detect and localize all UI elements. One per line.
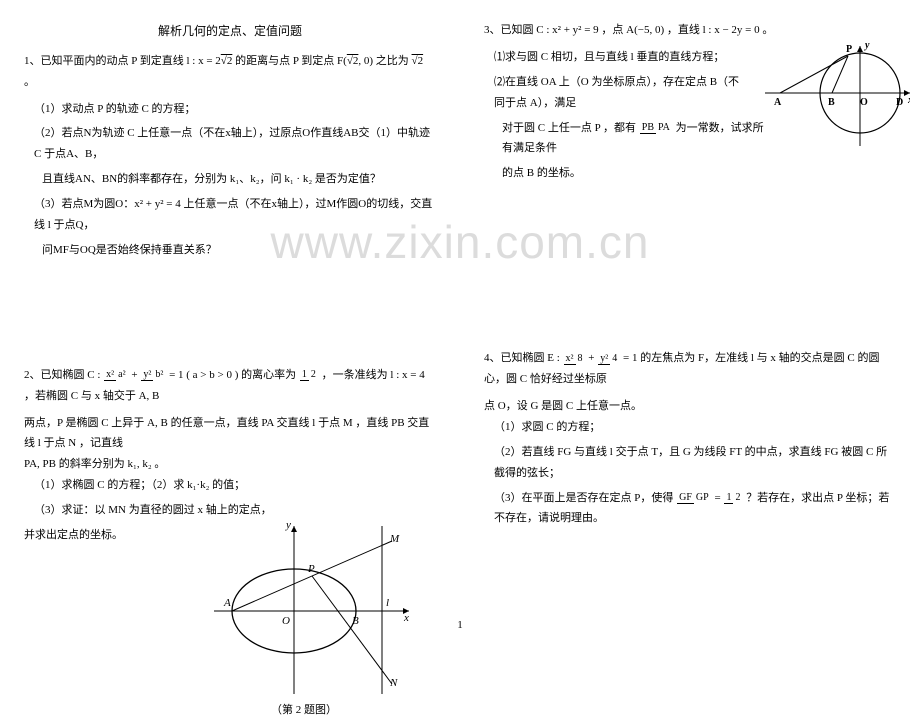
- q2-lbl-n: N: [389, 677, 398, 689]
- q3-lbl-d: D: [896, 97, 903, 108]
- q3-frac-n: PB: [640, 122, 656, 134]
- q1-text-a: 1、已知平面内的动点 P 到定直线 l : x = 2: [24, 55, 221, 67]
- q1-opener: 1、已知平面内的动点 P 到定直线 l : x = 2√2 的距离与点 P 到定…: [24, 51, 436, 93]
- q2-p1: （1）求椭圆 C 的方程；（2）求 k₁·k₂ 的值；: [24, 475, 436, 496]
- q3-lbl-b: B: [828, 97, 835, 108]
- q4-opener: 4、已知椭圆 E : x²8 + y²4 = 1 的左焦点为 F，左准线 l 与…: [484, 348, 896, 390]
- q2-frac2: y²b²: [141, 370, 165, 380]
- q2-plus1: +: [131, 369, 140, 381]
- right-column: y x O A B P D 3、已知圆 C : x² + y² = 9 ，点 A…: [460, 0, 920, 637]
- q3-p2b: 对于圆 C 上任一点 P ，都有 PBPA 为一常数，试求所有满足条件: [484, 118, 764, 160]
- q1-p1: （1）求动点 P 的轨迹 C 的方程；: [24, 99, 436, 120]
- q2-line3: PA, PB 的斜率分别为 k₁, k₂ 。: [24, 454, 436, 475]
- q3-lbl-o: O: [860, 97, 868, 108]
- q2-frac3-d: 2: [309, 369, 318, 380]
- q3-frac-d: PA: [656, 122, 672, 133]
- q2-svg: y x O A B P M N l: [194, 506, 414, 706]
- q2-lbl-a: A: [223, 597, 231, 609]
- q2-lbl-x: x: [403, 612, 409, 624]
- q1-text-d: 。: [24, 76, 35, 88]
- q3-p1: ⑴求与圆 C 相切，且与直线 l 垂直的直线方程；: [484, 47, 744, 68]
- q2-lbl-p: P: [307, 563, 315, 575]
- q2-eq1: = 1 ( a > b > 0 ) 的离心率为: [169, 369, 299, 381]
- q4-frac3-n: GF: [677, 492, 694, 504]
- q3-figure: y x O A B P D: [760, 38, 910, 158]
- q3-p2b-a: 对于圆 C 上任一点 P ，都有: [502, 122, 639, 134]
- q4-eq: =: [714, 492, 723, 504]
- q2-frac1: x²a²: [104, 370, 127, 380]
- q2-frac3-n: 1: [300, 369, 309, 381]
- q4-p3a: （3）在平面上是否存在定点 P，使得: [494, 492, 676, 504]
- q1-p2b: 且直线AN、BN的斜率都存在，分别为 k₁、k₂，问 k₁ · k₂ 是否为定值…: [24, 169, 436, 190]
- q4-frac3-d: GP: [694, 492, 711, 503]
- q4-frac4-d: 2: [733, 492, 742, 503]
- q2-lbl-y: y: [285, 519, 291, 531]
- q4-frac1-d: 8: [576, 353, 585, 364]
- q4-frac2-n: y²: [598, 353, 610, 365]
- q2-lbl-o: O: [282, 615, 290, 627]
- q3-lbl-a: A: [774, 97, 782, 108]
- left-column: 解析几何的定点、定值问题 1、已知平面内的动点 P 到定直线 l : x = 2…: [0, 0, 460, 637]
- q2-frac3: 12: [300, 370, 318, 380]
- q3-p2c: 的点 B 的坐标。: [484, 163, 896, 184]
- q4-plus: +: [588, 352, 597, 364]
- q1-sqrt-c: √2: [412, 55, 424, 67]
- q1-text-b: 的距离与点 P 到定点 F(: [232, 55, 347, 67]
- q3-svg: y x O A B P D: [760, 38, 910, 158]
- q2-frac2-d: b²: [153, 369, 165, 380]
- q2-opener: 2、已知椭圆 C : x²a² + y²b² = 1 ( a > b > 0 )…: [24, 365, 436, 407]
- page: 解析几何的定点、定值问题 1、已知平面内的动点 P 到定直线 l : x = 2…: [0, 0, 920, 637]
- q3-lbl-x: x: [907, 95, 910, 106]
- q2-a: 2、已知椭圆 C :: [24, 369, 103, 381]
- q4-frac2: y²4: [598, 354, 619, 364]
- q2-lbl-m: M: [389, 533, 400, 545]
- q1-sqrt-b: √2: [347, 55, 359, 67]
- q4-p1: （1）求圆 C 的方程；: [484, 417, 896, 438]
- q3-lbl-y: y: [864, 40, 870, 51]
- q2-frac2-n: y²: [141, 369, 153, 381]
- q4-frac2-d: 4: [610, 353, 619, 364]
- page-title: 解析几何的定点、定值问题: [24, 20, 436, 43]
- q4-p3: （3）在平面上是否存在定点 P，使得 GFGP = 12 ？若存在，求出点 P …: [484, 488, 896, 530]
- q1-p3a: （3）若点M为圆O：x² + y² = 4 上任意一点（不在x轴上），过M作圆O…: [24, 194, 436, 236]
- q2-lbl-l: l: [386, 597, 389, 609]
- q1-p2a: （2）若点N为轨迹 C 上任意一点（不在x轴上），过原点O作直线AB交（1）中轨…: [24, 123, 436, 165]
- q2-line-pn: [312, 576, 392, 684]
- q4-a: 4、已知椭圆 E :: [484, 352, 563, 364]
- q3-line-ap: [780, 56, 848, 93]
- q4-frac4: 12: [724, 493, 742, 503]
- q4-p2: （2）若直线 FG 与直线 l 交于点 T，且 G 为线段 FT 的中点，求直线…: [484, 442, 896, 484]
- q2-frac1-n: x²: [104, 369, 116, 381]
- q1-text-c: , 0) 之比为: [358, 55, 411, 67]
- q3-frac: PBPA: [640, 123, 672, 133]
- q4-frac3: GFGP: [677, 493, 711, 503]
- q3-p2a: ⑵在直线 OA 上（O 为坐标原点），存在定点 B（不同于点 A），满足: [484, 72, 744, 114]
- q4-frac1-n: x²: [564, 353, 576, 365]
- q4-frac1: x²8: [564, 354, 585, 364]
- q4-line2: 点 O，设 G 是圆 C 上任意一点。: [484, 396, 896, 417]
- q2-lbl-b: B: [352, 615, 359, 627]
- q1-sqrt-a: √2: [221, 55, 233, 67]
- q2-frac1-d: a²: [116, 369, 127, 380]
- q3-lbl-p: P: [846, 44, 852, 55]
- q2-line2: 两点，P 是椭圆 C 上异于 A, B 的任意一点，直线 PA 交直线 l 于点…: [24, 413, 436, 455]
- q1-p3b: 问MF与OQ是否始终保持垂直关系？: [24, 240, 436, 261]
- q2-figure: y x O A B P M N l: [194, 506, 414, 706]
